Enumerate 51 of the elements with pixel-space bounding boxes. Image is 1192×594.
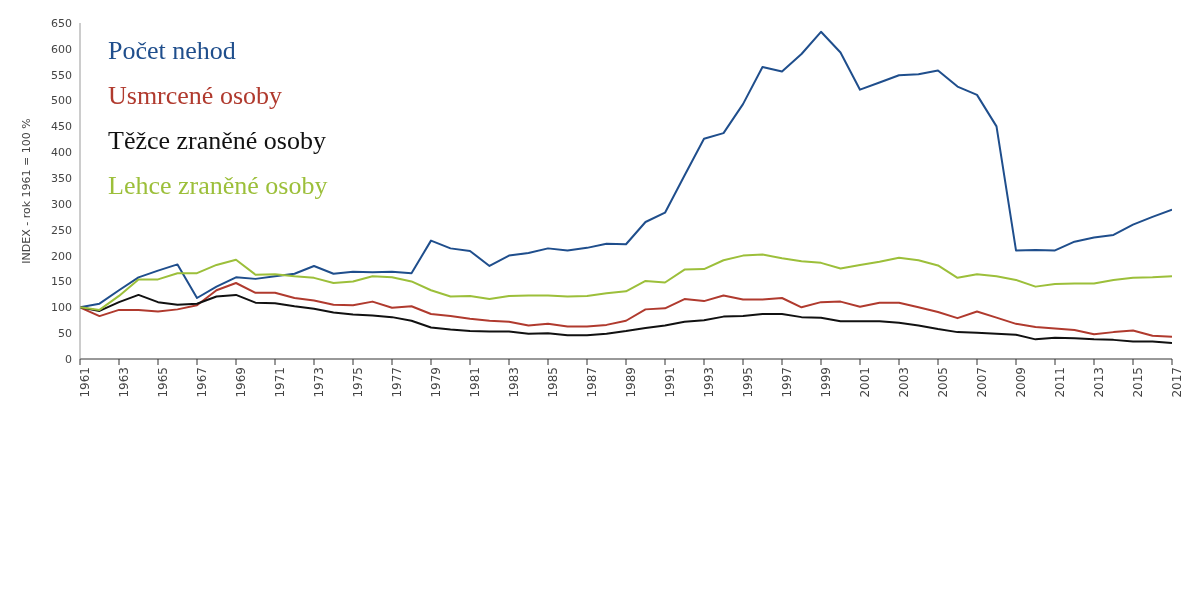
x-tick-label: 1975 [350,367,365,398]
y-tick-label: 550 [51,68,72,82]
x-tick-label: 2005 [935,367,950,398]
x-tick-label: 1981 [467,367,482,398]
line-series [80,30,1172,309]
y-tick-label: 200 [51,249,72,263]
y-tick-label: 350 [51,171,72,185]
y-tick-label: 100 [51,301,72,315]
x-tick-label: 1993 [701,367,716,398]
x-tick-label: 1997 [779,367,794,398]
x-tick-label: 1987 [584,367,599,398]
y-tick-label: 150 [51,275,72,289]
x-tick-label: 2001 [857,367,872,398]
x-tick-label: 2009 [1013,367,1028,398]
y-tick-label: 600 [51,42,72,56]
x-tick-label: 1973 [311,367,326,398]
x-tick-label: 2013 [1091,367,1106,398]
y-tick-label: 250 [51,223,72,237]
x-tick-label: 1991 [662,367,677,398]
x-tick-label: 2011 [1052,367,1067,398]
x-tick-label: 1977 [389,367,404,398]
line-series [80,282,1172,338]
x-tick-label: 1961 [77,367,92,398]
y-tick-label: 500 [51,94,72,108]
x-tick-label: 1963 [116,367,131,398]
text: Lehce zraněné osoby [108,170,328,202]
text: Počet nehod [108,35,237,67]
text: Těžce zraněné osoby [108,125,327,157]
x-tick-label: 1985 [545,367,560,398]
x-tick-label: 1965 [155,367,170,398]
line-series [80,253,1172,311]
x-tick-label: 1983 [506,367,521,398]
y-tick-label: 650 [51,16,72,30]
x-tick-label: 1979 [428,367,443,398]
x-tick-label: 2007 [974,367,989,398]
y-tick-label: 400 [51,146,72,160]
y-tick-label: 450 [51,120,72,134]
x-tick-label: 1995 [740,367,755,398]
text: Usmrcené osoby [108,80,283,112]
y-tick-label: 0 [65,352,72,366]
x-tick-label: 2003 [896,367,911,398]
y-tick-label: 300 [51,197,72,211]
x-tick-label: 2015 [1130,367,1145,398]
x-tick-label: 1967 [194,367,209,398]
x-tick-label: 2017 [1169,367,1184,398]
y-tick-label: 50 [58,327,72,341]
x-tick-label: 1989 [623,367,638,398]
x-tick-label: 1969 [233,367,248,398]
y-axis-title: INDEX - rok 1961 = 100 % [19,118,33,264]
x-tick-label: 1999 [818,367,833,398]
x-tick-label: 1971 [272,367,287,398]
